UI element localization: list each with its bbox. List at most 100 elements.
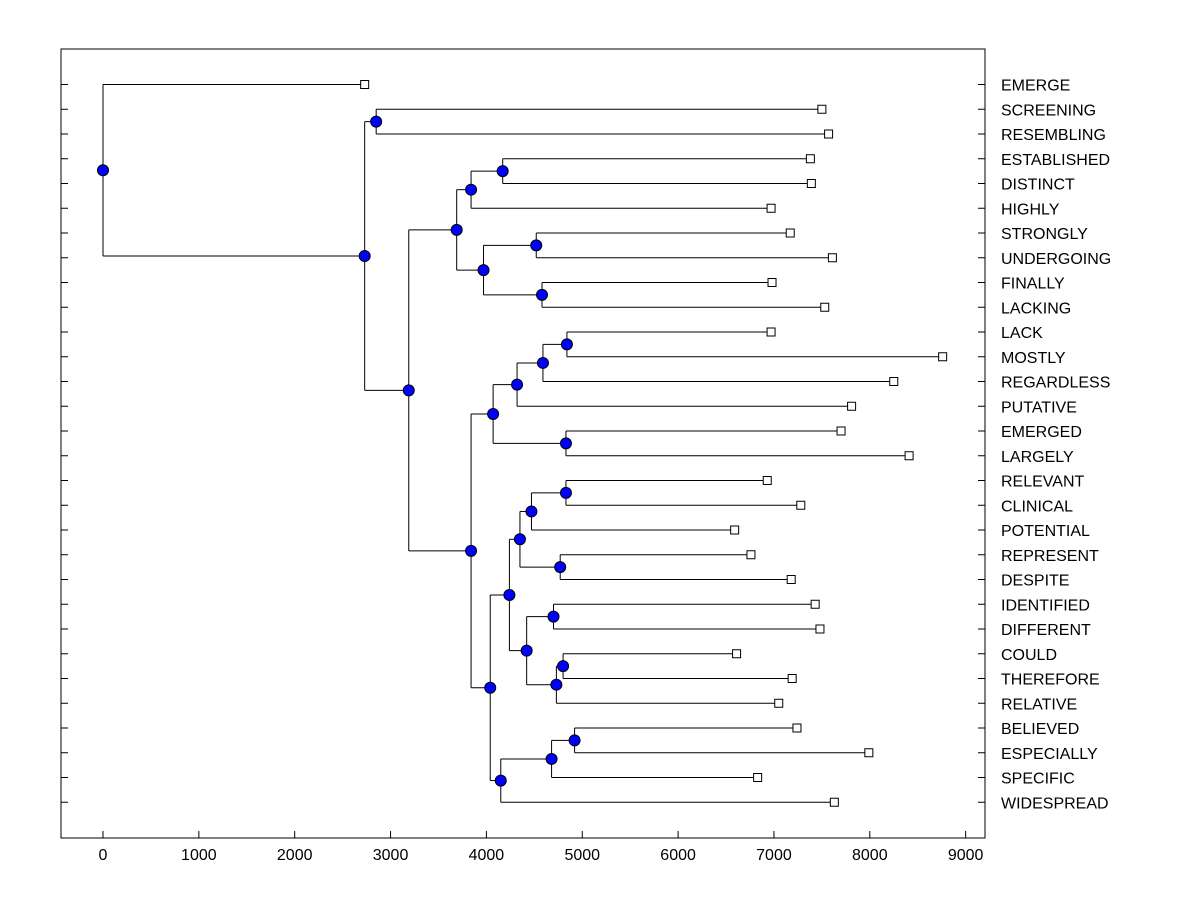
leaf-label: DESPITE: [1001, 573, 1069, 590]
x-tick-label: 4000: [469, 847, 505, 864]
merge-node: [465, 183, 478, 196]
leaf-marker: [732, 649, 742, 659]
leaf-label: RESEMBLING: [1001, 127, 1106, 144]
leaf-marker: [824, 129, 834, 139]
leaf-label: MOSTLY: [1001, 350, 1066, 367]
x-tick-label: 8000: [852, 847, 888, 864]
leaf-label: DIFFERENT: [1001, 622, 1091, 639]
leaf-marker: [787, 674, 797, 683]
leaf-marker: [786, 575, 796, 584]
leaf-marker: [889, 377, 899, 386]
x-tick-label: 2000: [277, 847, 313, 864]
leaf-label: ESTABLISHED: [1001, 152, 1110, 169]
merge-node: [494, 774, 507, 787]
x-tick-label: 6000: [660, 847, 696, 864]
leaf-label: ESPECIALLY: [1001, 746, 1098, 763]
leaf-labels: EMERGE SCREENING RESEMBLING ESTABLISHED DIST…: [1001, 78, 1111, 813]
merge-node: [511, 378, 524, 391]
x-tick-label: 7000: [756, 847, 792, 864]
merge-nodes: [97, 115, 581, 787]
x-tick-label: 3000: [373, 847, 409, 864]
leaf-label: UNDERGOING: [1001, 251, 1111, 268]
merge-node: [496, 165, 509, 178]
merge-node: [487, 407, 500, 420]
leaf-marker: [817, 104, 827, 114]
leaf-marker: [730, 525, 740, 535]
leaf-label: LARGELY: [1001, 449, 1074, 466]
leaf-marker: [810, 599, 820, 609]
leaf-label: WIDESPREAD: [1001, 795, 1109, 812]
leaf-marker: [836, 426, 846, 436]
merge-node: [554, 561, 567, 574]
leaf-marker: [938, 352, 948, 362]
leaf-label: COULD: [1001, 647, 1057, 664]
leaf-label: BELIEVED: [1001, 721, 1079, 738]
merge-node: [545, 752, 558, 765]
leaf-label: SCREENING: [1001, 102, 1096, 119]
leaf-label: EMERGE: [1001, 78, 1070, 95]
leaf-marker: [820, 302, 830, 312]
leaf-marker: [767, 278, 777, 287]
leaf-marker: [796, 500, 806, 510]
leaf-label: LACK: [1001, 325, 1043, 342]
leaf-marker: [774, 698, 784, 708]
leaf-label: POTENTIAL: [1001, 523, 1090, 540]
leaf-marker: [805, 154, 815, 164]
leaf-label: SPECIFIC: [1001, 771, 1075, 788]
merge-node: [559, 437, 572, 450]
leaf-marker: [815, 624, 825, 634]
x-tick-label: 0: [99, 847, 108, 864]
leaf-marker: [829, 797, 839, 807]
leaf-label: IDENTIFIED: [1001, 597, 1090, 614]
leaf-marker: [847, 401, 857, 411]
leaf-label: EMERGED: [1001, 424, 1082, 441]
merge-node: [557, 660, 570, 673]
leaf-marker: [806, 179, 816, 188]
merge-node: [535, 288, 548, 301]
merge-node: [550, 678, 563, 691]
leaf-label: RELATIVE: [1001, 696, 1077, 713]
leaf-marker: [753, 773, 763, 782]
leaf-marker: [785, 228, 795, 238]
x-tick-label: 5000: [564, 847, 600, 864]
merge-node: [402, 384, 415, 397]
merge-node: [465, 544, 478, 557]
leaf-label: RELEVANT: [1001, 474, 1085, 491]
leaf-label: REGARDLESS: [1001, 375, 1110, 392]
leaf-marker: [762, 476, 772, 485]
merge-node: [530, 239, 543, 252]
merge-node: [97, 164, 109, 177]
merge-node: [358, 250, 371, 263]
leaf-label: THEREFORE: [1001, 672, 1100, 689]
merge-node: [370, 115, 383, 128]
merge-node: [536, 356, 549, 369]
leaf-marker: [766, 327, 776, 337]
dendrogram-links: [102, 84, 939, 803]
merge-node: [525, 505, 538, 518]
x-tick-label: 9000: [948, 847, 984, 864]
leaf-marker: [904, 451, 914, 461]
plot-frame: [60, 48, 986, 839]
merge-node: [503, 588, 516, 601]
merge-node: [484, 681, 497, 694]
leaf-marker: [827, 253, 837, 263]
leaf-label: CLINICAL: [1001, 498, 1073, 515]
leaf-marker: [864, 748, 874, 758]
leaf-marker: [766, 203, 776, 213]
merge-node: [477, 264, 490, 277]
x-axis: 0 1000 2000 3000 4000 5000 6000 7000 8000 9000: [99, 831, 984, 864]
merge-node: [547, 610, 560, 623]
leaf-label: FINALLY: [1001, 276, 1065, 293]
leaf-label: PUTATIVE: [1001, 399, 1077, 416]
leaf-ticks: [61, 84, 985, 803]
merge-node: [560, 338, 573, 351]
leaf-label: LACKING: [1001, 300, 1071, 317]
leaf-label: REPRESENT: [1001, 548, 1099, 565]
merge-node: [559, 486, 572, 499]
leaf-marker: [792, 723, 802, 733]
leaf-marker: [746, 550, 756, 560]
merge-node: [513, 533, 526, 546]
leaf-label: DISTINCT: [1001, 177, 1075, 194]
leaf-marker: [360, 80, 370, 89]
